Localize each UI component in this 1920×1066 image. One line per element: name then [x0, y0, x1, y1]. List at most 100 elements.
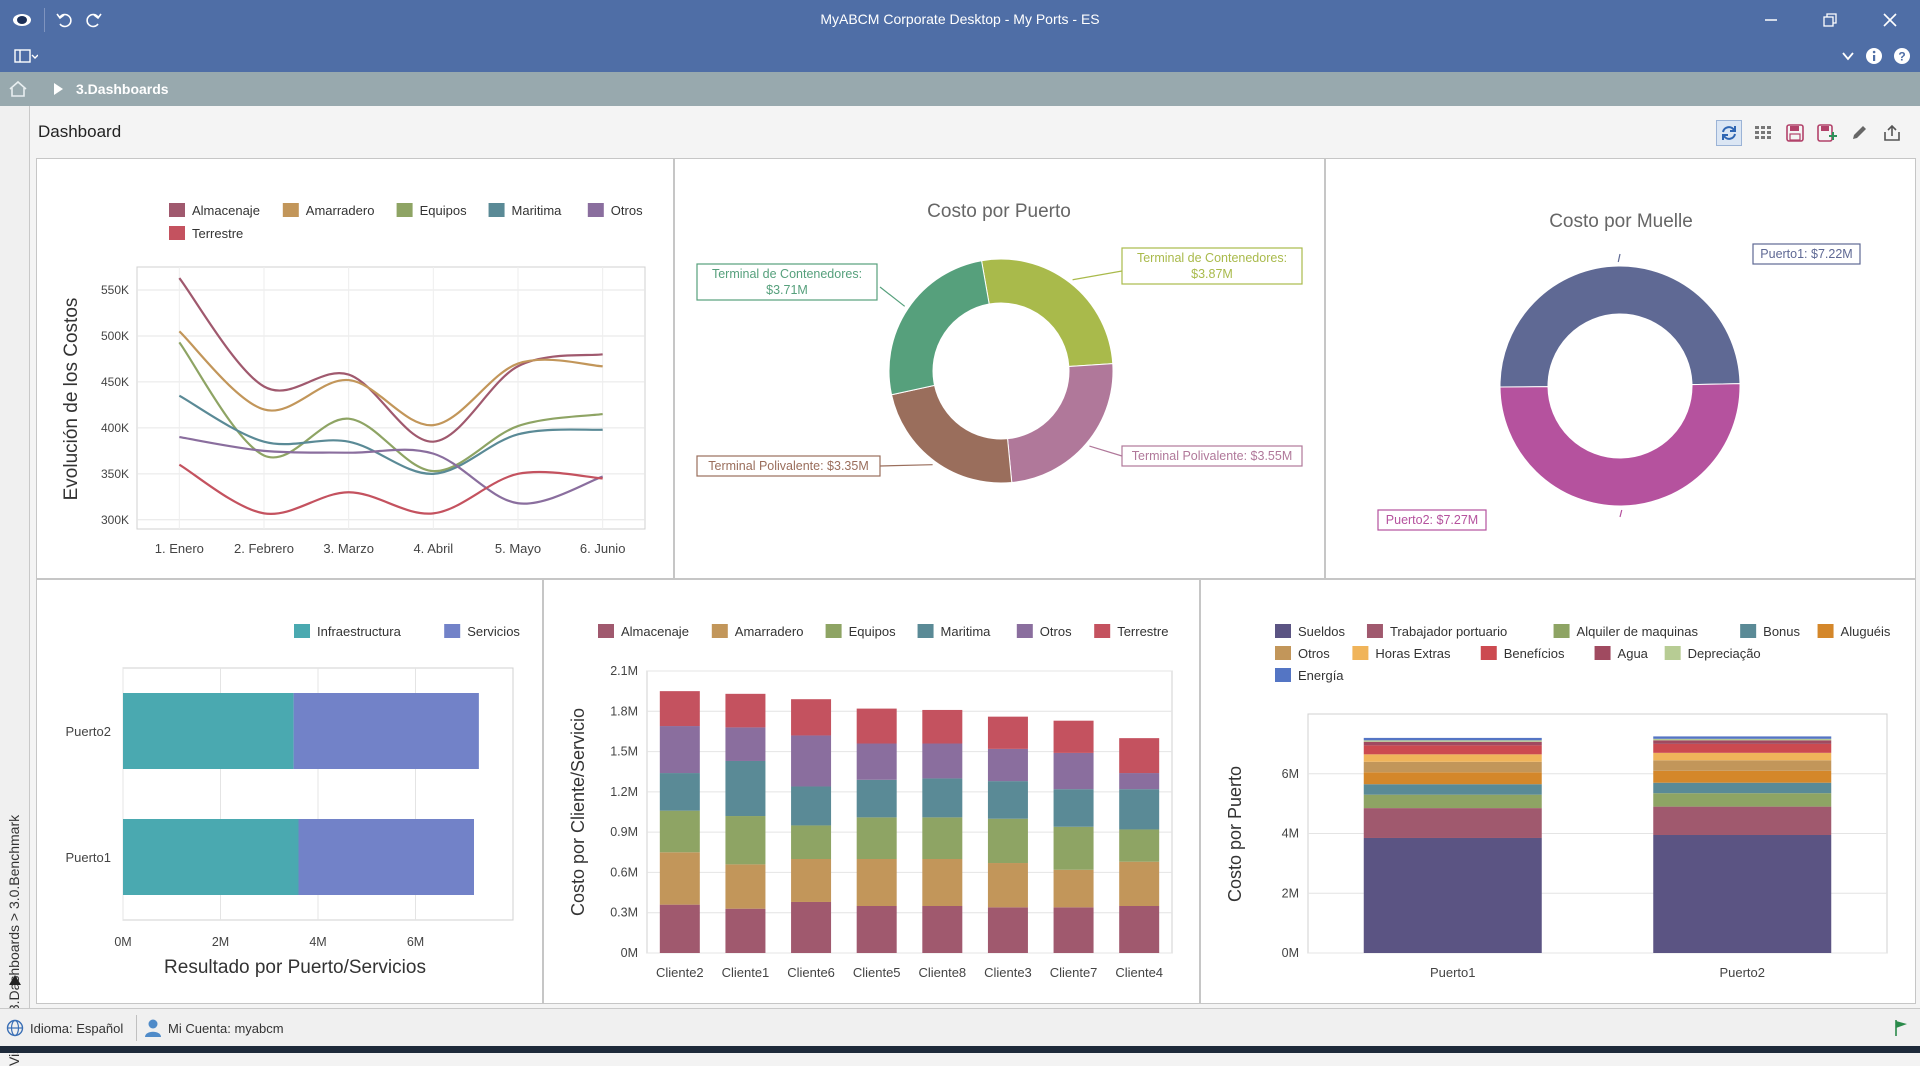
layout-icon[interactable] — [12, 42, 40, 70]
x-tick-label: 1. Enero — [155, 541, 204, 556]
save-icon[interactable] — [1782, 120, 1808, 146]
user-icon — [144, 1018, 162, 1041]
play-icon[interactable] — [44, 75, 72, 103]
app-logo-icon[interactable] — [8, 6, 36, 34]
y-tick-label: 350K — [101, 467, 129, 481]
legend-swatch — [169, 203, 185, 217]
y-tick-label: 1.8M — [610, 704, 638, 718]
legend-item: Energía — [1298, 668, 1344, 683]
legend-item: Almacenaje — [192, 203, 260, 218]
y-tick-label: 0.3M — [610, 906, 638, 920]
x-tick-label: 4. Abril — [413, 541, 453, 556]
left-rail: Vistas > 3.Dashboards > 3.0.Benchmark — [0, 106, 30, 1066]
bar-segment — [1653, 806, 1832, 835]
export-icon[interactable] — [1879, 120, 1905, 146]
undo-icon[interactable] — [50, 6, 78, 34]
legend-item: Alquiler de maquinas — [1577, 624, 1699, 639]
breadcrumb-current[interactable]: 3.Dashboards — [76, 81, 169, 97]
y-tick-label: 6M — [1282, 767, 1299, 781]
ribbon-bar: ? — [0, 40, 1920, 72]
bar-segment — [725, 760, 766, 817]
bar-segment — [123, 693, 294, 769]
series-line-otros — [179, 435, 604, 505]
page-title: Dashboard — [38, 122, 122, 141]
legend-swatch — [1553, 624, 1570, 638]
x-tick-label: 4M — [309, 935, 326, 949]
legend-swatch — [917, 624, 934, 638]
bar-segment — [922, 859, 963, 906]
x-tick-label: 6M — [407, 935, 424, 949]
language-status[interactable]: Idioma: Español — [30, 1021, 124, 1036]
bar-segment — [922, 778, 963, 818]
restore-icon[interactable] — [1816, 6, 1844, 34]
close-icon[interactable] — [1876, 6, 1904, 34]
bar-segment — [1653, 752, 1832, 761]
y-tick-label: 550K — [101, 283, 129, 297]
leader-line — [1072, 270, 1123, 281]
bar-segment — [659, 773, 700, 811]
stacked-bar-chart-port: 0M 2M 4M 6M Puerto1 Puerto2 Costo por Puerto Su… — [1225, 624, 1891, 980]
bar-segment — [725, 816, 766, 865]
refresh-icon[interactable] — [1716, 120, 1742, 146]
home-icon[interactable] — [4, 75, 32, 103]
bar-segment — [1363, 794, 1542, 809]
legend-item: Amarradero — [306, 203, 375, 218]
leader-line — [1619, 509, 1623, 518]
bar-segment — [659, 691, 700, 727]
bar-segment — [725, 864, 766, 909]
bar-segment — [659, 852, 700, 905]
redo-icon[interactable] — [80, 6, 108, 34]
bar-segment — [725, 908, 766, 953]
legend-swatch — [1352, 646, 1369, 660]
x-tick-label: Cliente1 — [722, 965, 770, 980]
legend-swatch — [1817, 624, 1834, 638]
bar-segment — [1363, 837, 1542, 953]
chevron-down-icon[interactable] — [1834, 42, 1862, 70]
legend-swatch — [1740, 624, 1757, 638]
legend-swatch — [1016, 624, 1033, 638]
legend-item: Almacenaje — [621, 624, 689, 639]
legend-item: Aluguéis — [1841, 624, 1891, 639]
grid-icon[interactable] — [1750, 120, 1776, 146]
data-label-box — [1752, 243, 1861, 265]
line-chart: 300K 350K 400K 450K 500K 550K 1. Enero 2. Febre… — [61, 203, 646, 556]
bar-segment — [659, 904, 700, 953]
data-label: Puerto2: $7.27M — [1386, 513, 1478, 527]
panel-cost-client-service: 0M 0.3M 0.6M 0.9M 1.2M 1.5M 1.8M 2.1M Cliente2 Cl… — [543, 579, 1200, 1004]
panel-cost-by-port-breakdown: 0M 2M 4M 6M Puerto1 Puerto2 Costo por Puerto Su… — [1200, 579, 1916, 1004]
y-tick-label: 500K — [101, 329, 129, 343]
collapse-up-icon[interactable] — [9, 972, 21, 990]
donut-slice — [1499, 383, 1741, 507]
x-axis-title: Resultado por Puerto/Servicios — [164, 957, 426, 978]
minimize-icon[interactable] — [1757, 6, 1785, 34]
bar-segment — [791, 699, 832, 736]
x-tick-label: Puerto2 — [1719, 965, 1765, 980]
donut-slice — [1499, 265, 1741, 388]
y-tick-label: 0M — [621, 946, 638, 960]
bar-segment — [659, 810, 700, 853]
bar-segment — [659, 726, 700, 774]
donut-slice — [888, 260, 990, 396]
help-icon[interactable]: ? — [1888, 42, 1916, 70]
bar-segment — [1053, 752, 1094, 790]
panel-cost-by-dock: Costo por Muelle Puerto1: $7.22M Puerto2: … — [1325, 158, 1916, 579]
bar-segment — [1119, 861, 1160, 906]
account-status[interactable]: Mi Cuenta: myabcm — [168, 1021, 284, 1036]
legend-item: Otros — [1040, 624, 1072, 639]
save-as-icon[interactable] — [1814, 120, 1840, 146]
x-tick-label: 3. Marzo — [323, 541, 374, 556]
bar-segment — [1363, 737, 1542, 741]
data-label-box — [696, 263, 878, 301]
data-label: Terminal de Contenedores: $3.71M — [712, 267, 862, 297]
legend-item: Benefícios — [1504, 646, 1565, 661]
bar-segment — [123, 819, 299, 895]
flag-icon[interactable] — [1893, 1019, 1909, 1040]
edit-icon[interactable] — [1846, 120, 1872, 146]
legend-swatch — [169, 226, 185, 240]
legend-item: Terrestre — [192, 226, 243, 241]
bar-segment — [922, 709, 963, 744]
bar-segment — [1653, 743, 1832, 753]
info-icon[interactable] — [1860, 42, 1888, 70]
legend-item: Depreciação — [1688, 646, 1761, 661]
y-tick-label: 2M — [1282, 886, 1299, 900]
